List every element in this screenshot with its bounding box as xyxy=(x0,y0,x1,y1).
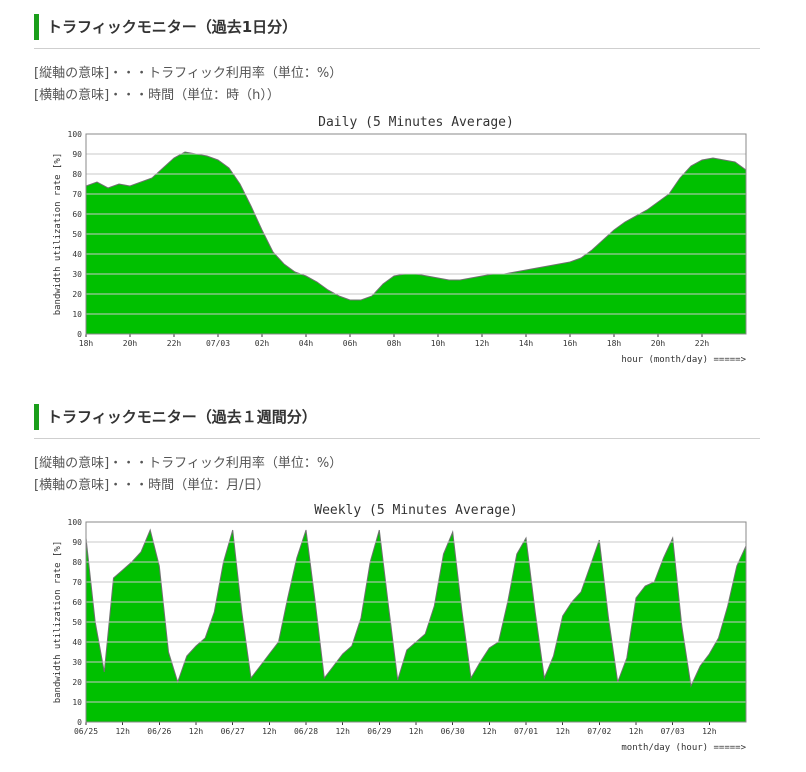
y-tick-label: 80 xyxy=(72,558,82,567)
x-tick-label: 07/03 xyxy=(661,727,685,736)
weekly-horizontal-axis-description: [横軸の意味]・・・時間（単位：月/日） xyxy=(34,478,270,493)
traffic-area-series xyxy=(85,528,747,723)
daily-chart-svg: Daily (5 Minutes Average) 0 10 20 30 40 50 60 70… xyxy=(53,115,747,365)
y-tick-label: 100 xyxy=(68,518,83,527)
x-tick-label: 10h xyxy=(431,339,446,348)
x-tick-label: 06/26 xyxy=(147,727,171,736)
y-tick-label: 10 xyxy=(72,310,82,319)
x-tick-label: 06h xyxy=(343,339,358,348)
x-tick-label: 12h xyxy=(555,727,570,736)
daily-chart: Daily (5 Minutes Average) 0 10 20 30 40 50 60 70… xyxy=(50,112,756,368)
weekly-chart: Weekly (5 Minutes Average) 0 10 20 30 40 50 60 7… xyxy=(50,500,756,756)
weekly-vertical-axis-description: [縦軸の意味]・・・トラフィック利用率（単位：%） xyxy=(34,456,343,471)
x-tick-label: 07/02 xyxy=(587,727,611,736)
x-tick-label: 18h xyxy=(607,339,622,348)
x-tick-label: 12h xyxy=(702,727,717,736)
x-tick-label: 12h xyxy=(629,727,644,736)
x-tick-label: 06/28 xyxy=(294,727,318,736)
y-tick-label: 30 xyxy=(72,270,82,279)
x-tick-label: 14h xyxy=(519,339,534,348)
x-tick-label: 12h xyxy=(115,727,130,736)
weekly-section: トラフィックモニター（過去１週間分） [縦軸の意味]・・・トラフィック利用率（単… xyxy=(34,404,760,497)
x-tick-label: 12h xyxy=(262,727,277,736)
chart-title: Daily (5 Minutes Average) xyxy=(318,115,514,130)
weekly-chart-svg: Weekly (5 Minutes Average) 0 10 20 30 40 50 60 7… xyxy=(53,503,747,753)
heading-accent-bar xyxy=(34,14,39,40)
y-tick-label: 40 xyxy=(72,250,82,259)
y-tick-label: 20 xyxy=(72,290,82,299)
y-tick-label: 50 xyxy=(72,618,82,627)
x-tick-label: 08h xyxy=(387,339,402,348)
x-tick-label: 06/29 xyxy=(367,727,391,736)
daily-heading: トラフィックモニター（過去1日分） xyxy=(34,14,760,49)
y-tick-label: 0 xyxy=(77,718,82,727)
y-axis-label: bandwidth utilization rate [%] xyxy=(53,541,63,704)
y-tick-label: 60 xyxy=(72,598,82,607)
x-tick-label: 12h xyxy=(409,727,424,736)
plot-frame xyxy=(85,133,747,335)
y-tick-label: 20 xyxy=(72,678,82,687)
x-tick-label: 20h xyxy=(651,339,666,348)
x-tick-label: 12h xyxy=(482,727,497,736)
x-axis-label: month/day (hour) =====> xyxy=(621,743,746,753)
x-tick-label: 07/03 xyxy=(206,339,230,348)
y-tick-label: 70 xyxy=(72,578,82,587)
y-tick-label: 10 xyxy=(72,698,82,707)
x-tick-label: 06/27 xyxy=(221,727,245,736)
chart-title: Weekly (5 Minutes Average) xyxy=(314,503,518,518)
y-tick-label: 90 xyxy=(72,538,82,547)
daily-horizontal-axis-description: [横軸の意味]・・・時間（単位：時（h）） xyxy=(34,88,280,103)
x-tick-label: 06/30 xyxy=(441,727,465,736)
x-tick-label: 18h xyxy=(79,339,94,348)
weekly-description: [縦軸の意味]・・・トラフィック利用率（単位：%） [横軸の意味]・・・時間（単… xyxy=(34,453,760,497)
y-tick-label: 0 xyxy=(77,330,82,339)
plot-frame xyxy=(85,521,747,723)
x-tick-label: 22h xyxy=(695,339,710,348)
x-tick-label: 04h xyxy=(299,339,314,348)
y-axis-label: bandwidth utilization rate [%] xyxy=(53,153,63,316)
x-axis-label: hour (month/day) =====> xyxy=(621,355,746,365)
y-tick-label: 30 xyxy=(72,658,82,667)
x-tick-label: 16h xyxy=(563,339,578,348)
y-tick-label: 90 xyxy=(72,150,82,159)
daily-section: トラフィックモニター（過去1日分） [縦軸の意味]・・・トラフィック利用率（単位… xyxy=(34,14,760,107)
x-tick-label: 12h xyxy=(189,727,204,736)
x-tick-label: 12h xyxy=(475,339,490,348)
y-tick-label: 60 xyxy=(72,210,82,219)
traffic-area-series xyxy=(85,151,747,335)
y-tick-label: 70 xyxy=(72,190,82,199)
x-tick-label: 20h xyxy=(123,339,138,348)
daily-vertical-axis-description: [縦軸の意味]・・・トラフィック利用率（単位：%） xyxy=(34,66,343,81)
y-tick-label: 40 xyxy=(72,638,82,647)
x-tick-label: 22h xyxy=(167,339,182,348)
daily-description: [縦軸の意味]・・・トラフィック利用率（単位：%） [横軸の意味]・・・時間（単… xyxy=(34,63,760,107)
weekly-heading: トラフィックモニター（過去１週間分） xyxy=(34,404,760,439)
x-tick-label: 07/01 xyxy=(514,727,538,736)
heading-accent-bar xyxy=(34,404,39,430)
y-tick-label: 100 xyxy=(68,130,83,139)
y-tick-label: 50 xyxy=(72,230,82,239)
daily-heading-title: トラフィックモニター（過去1日分） xyxy=(47,18,298,36)
x-tick-label: 12h xyxy=(335,727,350,736)
x-tick-label: 02h xyxy=(255,339,270,348)
y-tick-label: 80 xyxy=(72,170,82,179)
weekly-heading-title: トラフィックモニター（過去１週間分） xyxy=(47,408,317,426)
x-tick-label: 06/25 xyxy=(74,727,98,736)
